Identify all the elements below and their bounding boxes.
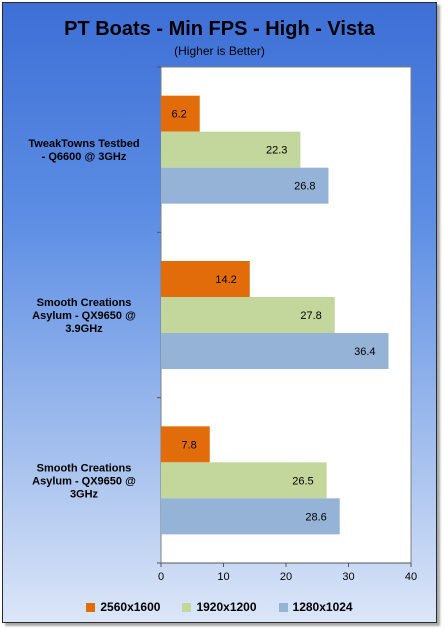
data-label: 26.5 bbox=[292, 475, 313, 487]
x-tick-label: 0 bbox=[158, 571, 164, 583]
category-label: 3GHz bbox=[70, 488, 99, 500]
x-tick-label: 10 bbox=[217, 571, 229, 583]
x-tick-label: 30 bbox=[342, 571, 354, 583]
bar-1280x1024-3 bbox=[161, 498, 340, 535]
bar-2560x1600-2 bbox=[161, 261, 250, 297]
legend-item: 2560x1600 bbox=[86, 600, 160, 614]
bar-1920x1200-2 bbox=[161, 297, 335, 333]
legend: 2560x1600 1920x1200 1280x1024 bbox=[3, 600, 436, 614]
data-label: 14.2 bbox=[215, 274, 236, 286]
category-label: - Q6600 @ 3GHz bbox=[42, 151, 127, 163]
bar-2560x1600-3 bbox=[161, 426, 210, 463]
legend-label: 1280x1024 bbox=[292, 600, 353, 614]
data-label: 26.8 bbox=[294, 181, 315, 193]
legend-swatch bbox=[278, 602, 288, 612]
data-label: 27.8 bbox=[300, 310, 321, 322]
category-label: Asylum - QX9650 @ bbox=[32, 310, 136, 322]
data-label: 36.4 bbox=[354, 346, 375, 358]
legend-swatch bbox=[86, 602, 96, 612]
data-label: 28.6 bbox=[305, 511, 326, 523]
bar-1920x1200-1 bbox=[161, 131, 301, 168]
data-label: 7.8 bbox=[181, 439, 196, 451]
category-label: TweakTowns Testbed bbox=[28, 138, 139, 150]
category-label: Smooth Creations bbox=[37, 462, 132, 474]
bar-1280x1024-1 bbox=[161, 167, 329, 204]
chart-title: PT Boats - Min FPS - High - Vista bbox=[64, 18, 375, 40]
x-tick-label: 40 bbox=[405, 571, 417, 583]
legend-item: 1280x1024 bbox=[278, 600, 353, 614]
legend-swatch bbox=[182, 602, 192, 612]
legend-label: 2560x1600 bbox=[100, 600, 161, 614]
x-tick-label: 20 bbox=[280, 571, 292, 583]
bar-1920x1200-3 bbox=[161, 462, 327, 499]
bar-1280x1024-2 bbox=[161, 333, 389, 369]
category-label: Asylum - QX9650 @ bbox=[32, 475, 136, 487]
category-label: Smooth Creations bbox=[37, 297, 132, 309]
data-label: 6.2 bbox=[171, 109, 186, 121]
bar-2560x1600-1 bbox=[161, 95, 200, 132]
legend-label: 1920x1200 bbox=[196, 600, 257, 614]
category-label: 3.9GHz bbox=[65, 323, 103, 335]
chart-subtitle: (Higher is Better) bbox=[174, 44, 265, 58]
data-label: 22.3 bbox=[266, 145, 287, 157]
legend-item: 1920x1200 bbox=[182, 600, 257, 614]
